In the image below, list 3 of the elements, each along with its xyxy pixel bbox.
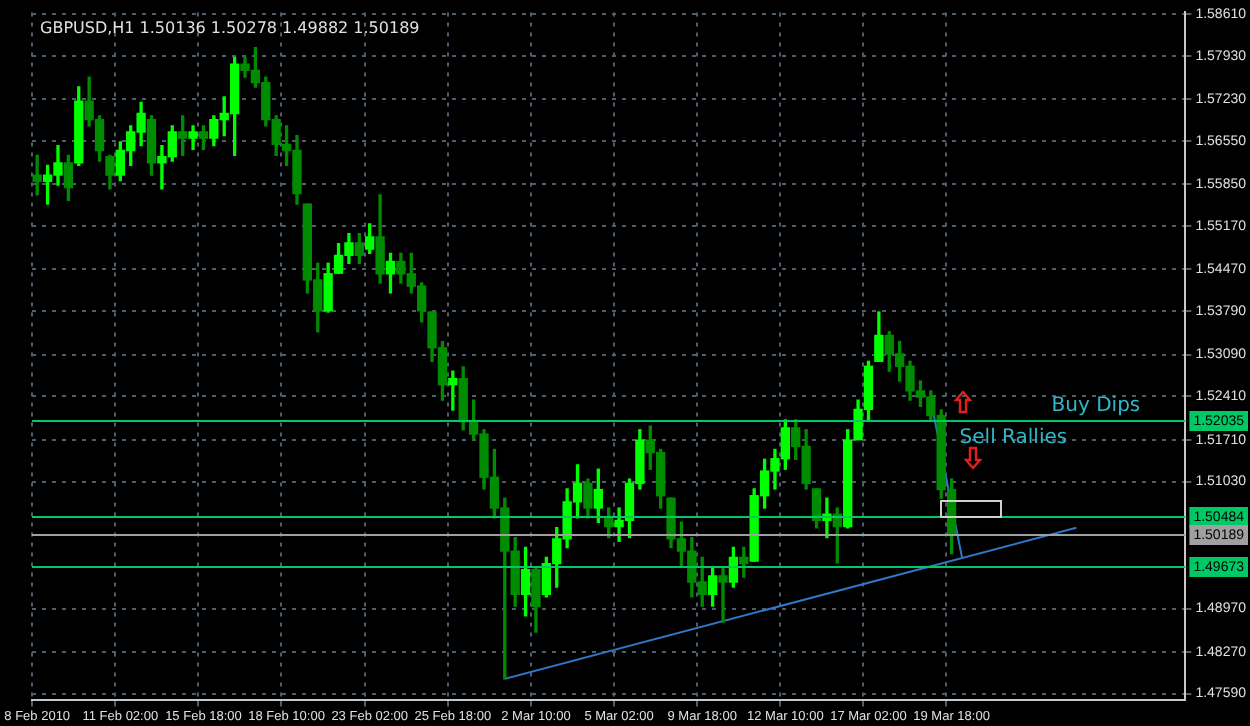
annotation: Sell Rallies	[959, 426, 1068, 449]
annotation: Buy Dips	[1051, 394, 1141, 417]
chart-title: GBPUSD,H1 1.50136 1.50278 1.49882 1.50189	[40, 18, 420, 37]
